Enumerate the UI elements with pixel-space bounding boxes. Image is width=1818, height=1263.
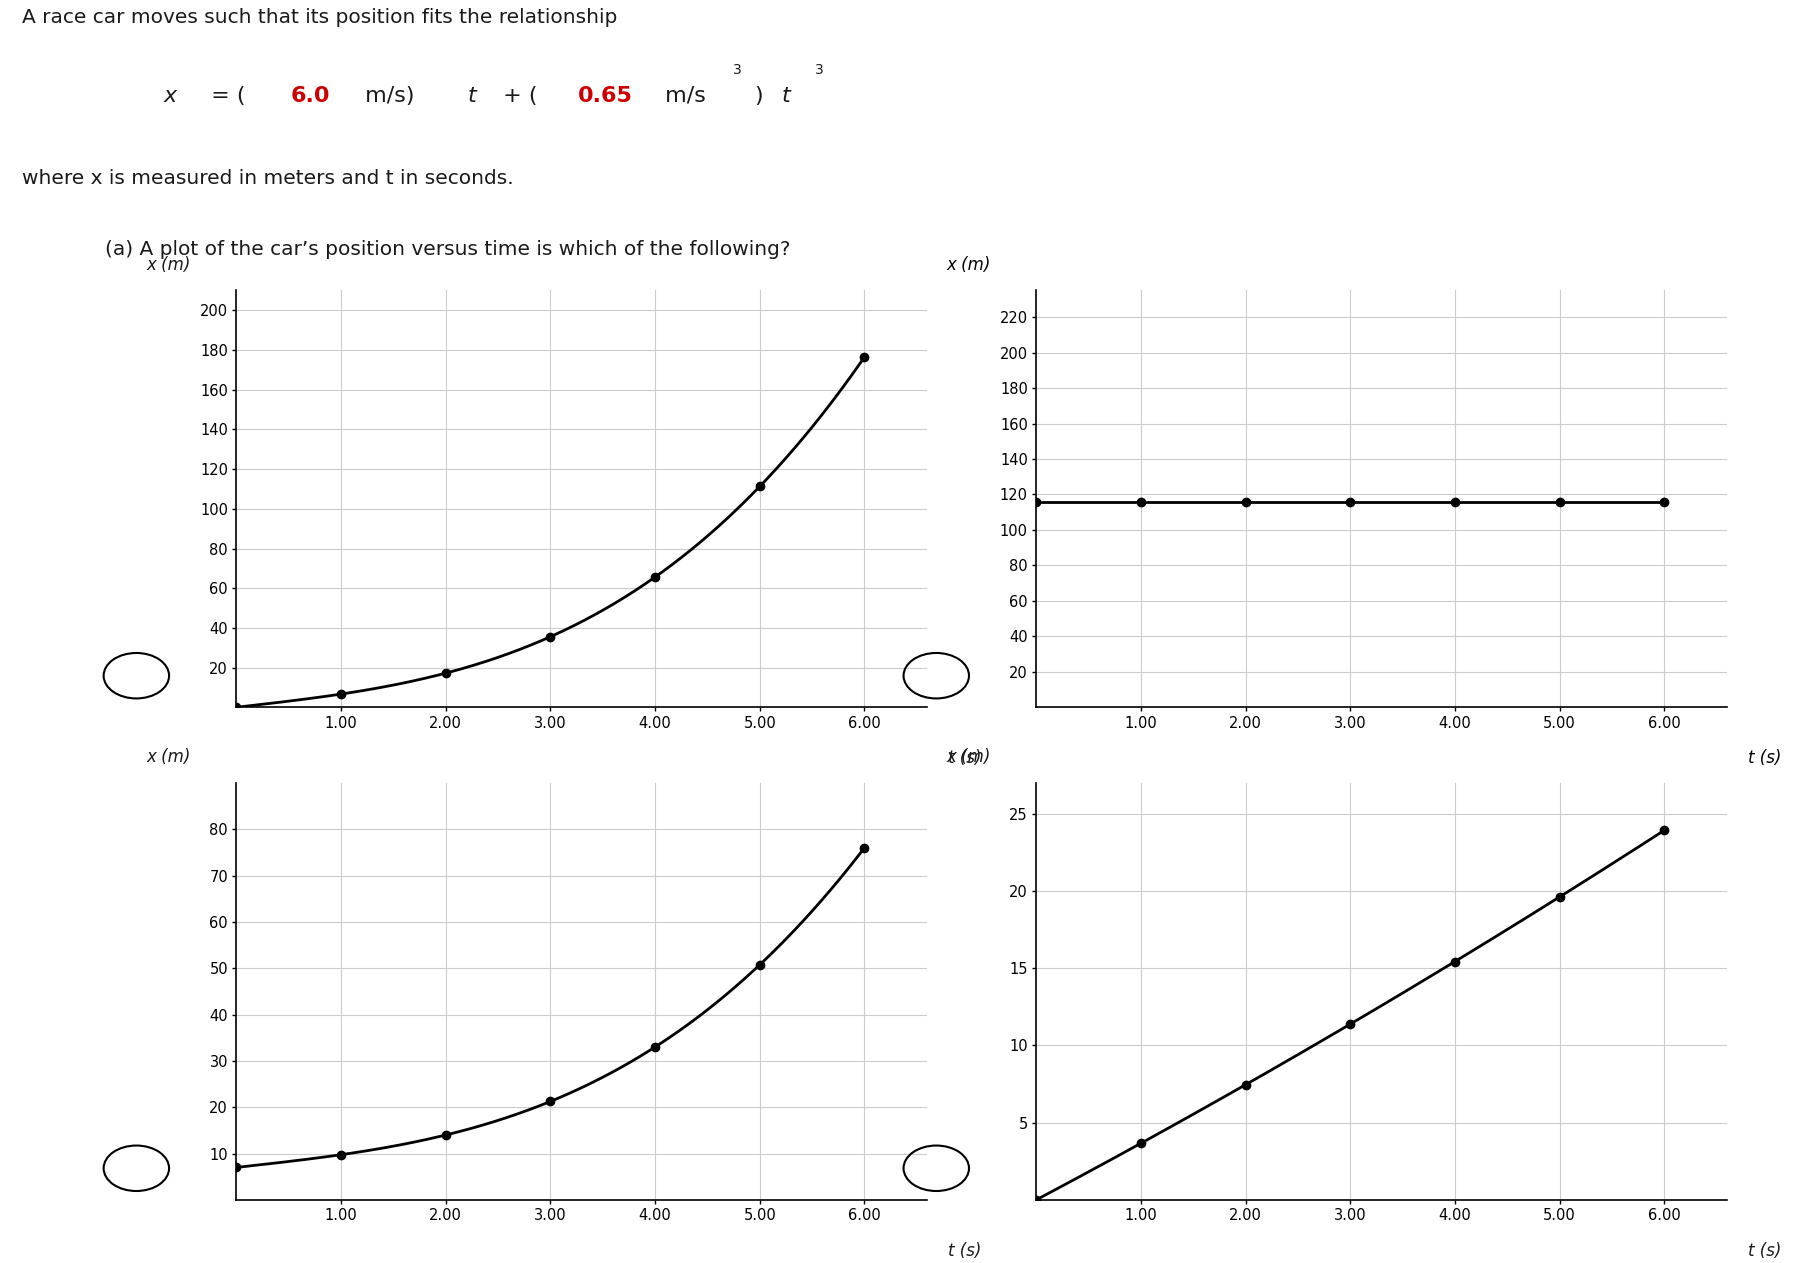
Text: x (m): x (m) (147, 256, 191, 274)
Text: t (s): t (s) (947, 749, 982, 767)
Text: t: t (467, 86, 476, 106)
Text: x: x (164, 86, 176, 106)
Text: 3: 3 (733, 63, 742, 77)
Text: t: t (782, 86, 791, 106)
Text: A race car moves such that its position fits the relationship: A race car moves such that its position … (22, 8, 616, 27)
Text: where x is measured in meters and t in seconds.: where x is measured in meters and t in s… (22, 169, 513, 188)
Text: ): ) (754, 86, 764, 106)
Text: = (: = ( (204, 86, 245, 106)
Text: x (m): x (m) (147, 749, 191, 767)
Text: + (: + ( (496, 86, 538, 106)
Text: x (m): x (m) (947, 256, 991, 274)
Text: m/s: m/s (658, 86, 705, 106)
Text: t (s): t (s) (1747, 1242, 1782, 1259)
Text: t (s): t (s) (1747, 749, 1782, 767)
Text: t (s): t (s) (947, 1242, 982, 1259)
Text: x (m): x (m) (947, 749, 991, 767)
Text: (a) A plot of the car’s position versus time is which of the following?: (a) A plot of the car’s position versus … (105, 240, 791, 259)
Text: m/s): m/s) (358, 86, 415, 106)
Text: 3: 3 (814, 63, 824, 77)
Text: 0.65: 0.65 (578, 86, 633, 106)
Text: 6.0: 6.0 (291, 86, 331, 106)
